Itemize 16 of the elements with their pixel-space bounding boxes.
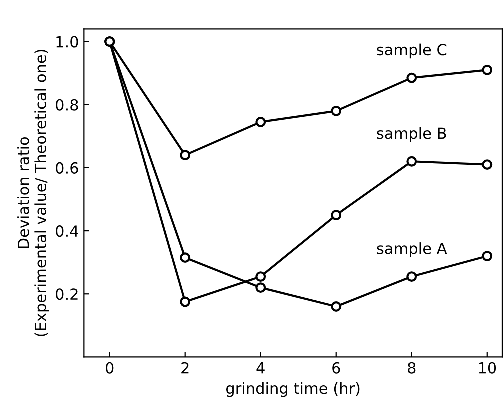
y-tick-label: 0.6 — [56, 162, 78, 174]
x-tick-label: 6 — [332, 362, 340, 374]
x-tick-label: 4 — [256, 362, 265, 374]
series-label: sample A — [377, 242, 448, 258]
y-tick-label: 0.4 — [56, 226, 78, 238]
y-tick-label: 0.2 — [56, 288, 78, 300]
y-tick-label: 1.0 — [56, 36, 78, 48]
series-label: sample C — [377, 44, 447, 59]
series-label: sample B — [377, 127, 446, 142]
x-tick-label: 0 — [106, 362, 114, 374]
y-tick-label: 0.8 — [56, 99, 78, 111]
x-axis-title: grinding time (hr) — [226, 382, 360, 398]
x-tick-label: 8 — [408, 362, 416, 374]
y-axis-title: Deviation ratio (Experimental value/ Theoretical one) — [18, 50, 50, 336]
x-tick-label: 10 — [479, 362, 496, 374]
x-tick-label: 2 — [182, 362, 189, 374]
